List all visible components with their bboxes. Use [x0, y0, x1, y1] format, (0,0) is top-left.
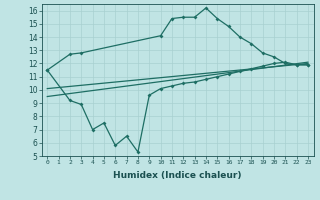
X-axis label: Humidex (Indice chaleur): Humidex (Indice chaleur) — [113, 171, 242, 180]
